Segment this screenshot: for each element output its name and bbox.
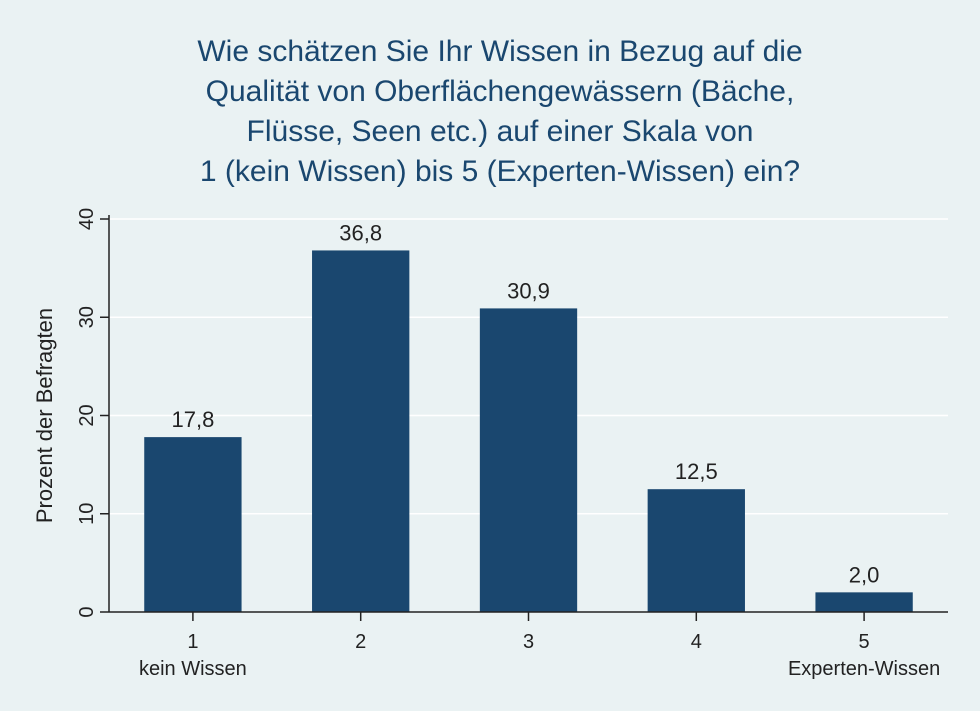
bar-value-label: 17,8 [171, 407, 214, 432]
bar-value-label: 36,8 [339, 220, 382, 245]
bar [144, 437, 242, 612]
y-tick-label: 30 [76, 306, 98, 328]
bar [815, 592, 913, 612]
chart-title: Wie schätzen Sie Ihr Wissen in Bezug auf… [60, 32, 940, 192]
y-tick-label: 20 [76, 404, 98, 426]
bar [479, 308, 578, 612]
chart-title-line: Flüsse, Seen etc.) auf einer Skala von [246, 115, 754, 148]
x-tick-label: 4 [691, 631, 702, 653]
x-tick-label: 1 [187, 631, 198, 653]
bar-value-label: 12,5 [675, 459, 718, 484]
chart-title-line: Wie schätzen Sie Ihr Wissen in Bezug auf… [197, 35, 803, 68]
y-tick-label: 10 [76, 503, 98, 525]
x-tick-sublabel: kein Wissen [139, 658, 247, 680]
x-tick-label: 5 [859, 631, 870, 653]
y-tick-label: 0 [76, 606, 98, 617]
y-tick-label: 40 [76, 208, 98, 230]
chart-title-line: 1 (kein Wissen) bis 5 (Experten-Wissen) … [199, 155, 801, 188]
bar-value-label: 30,9 [507, 278, 550, 303]
x-tick-label: 3 [523, 631, 534, 653]
bar [647, 489, 745, 612]
chart-title-line: Qualität von Oberflächengewässern (Bäche… [205, 75, 795, 108]
bar [312, 250, 410, 612]
y-axis-title: Prozent der Befragten [32, 308, 57, 523]
x-tick-label: 2 [355, 631, 366, 653]
x-tick-sublabel: Experten-Wissen [788, 658, 940, 680]
bar-value-label: 2,0 [849, 562, 880, 587]
